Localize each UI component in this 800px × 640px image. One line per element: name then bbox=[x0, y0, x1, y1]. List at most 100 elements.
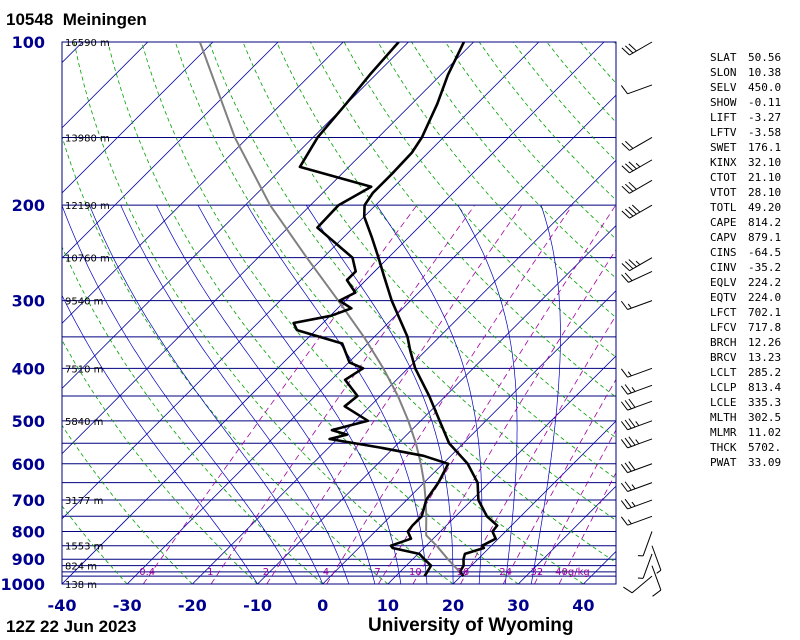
wind-barb bbox=[621, 137, 653, 151]
wind-barb bbox=[620, 398, 653, 411]
wind-barb-flag bbox=[624, 384, 632, 394]
parameter-value: 28.10 bbox=[748, 186, 782, 199]
plot-frame bbox=[61, 41, 617, 585]
wind-barb-flag bbox=[628, 418, 636, 428]
pressure-tick-label: 600 bbox=[12, 455, 45, 474]
wind-barb bbox=[620, 300, 653, 310]
wind-barb-staff bbox=[629, 137, 653, 151]
mixing-ratio-label: 2 bbox=[263, 567, 269, 578]
parameter-row: SWET 176.1 bbox=[710, 140, 786, 155]
dry-adiabat-line bbox=[276, 42, 616, 439]
parameter-value: -0.11 bbox=[748, 96, 782, 109]
parameter-value: 5702. bbox=[748, 441, 782, 454]
mixing-ratio-label: 32 bbox=[530, 567, 543, 578]
wind-barb-half-flag bbox=[631, 387, 636, 392]
parameter-value: 879.1 bbox=[748, 231, 782, 244]
parameter-value: 450.0 bbox=[748, 81, 782, 94]
parameter-name: CINV bbox=[710, 261, 737, 274]
isotherm-line bbox=[62, 42, 540, 520]
wind-barb-staff bbox=[627, 482, 653, 492]
wind-barb bbox=[621, 257, 653, 272]
parameter-value: 176.1 bbox=[748, 141, 782, 154]
wind-barb-flag bbox=[621, 274, 629, 283]
station-id: 10548 bbox=[6, 10, 54, 29]
mixing-ratio-line bbox=[502, 378, 616, 584]
height-label: 1553 m bbox=[65, 542, 103, 553]
height-label: 10760 m bbox=[65, 254, 110, 265]
wind-barb bbox=[620, 461, 653, 474]
wind-barb-flag bbox=[621, 142, 630, 151]
parameter-value: 50.56 bbox=[748, 51, 782, 64]
parameter-name: MLTH bbox=[710, 411, 737, 424]
height-label: 3177 m bbox=[65, 496, 103, 507]
parameter-row: SLON 10.38 bbox=[710, 65, 786, 80]
wind-barb-flag bbox=[625, 163, 634, 172]
moist-adiabat-line bbox=[197, 205, 402, 584]
moist-adiabat-line bbox=[246, 205, 428, 584]
wind-barb-flag bbox=[624, 400, 632, 410]
parameter-row: CINS -64.5 bbox=[710, 245, 786, 260]
parameter-name: SLAT bbox=[710, 51, 737, 64]
pressure-tick-label: 800 bbox=[12, 522, 45, 541]
parameter-name: LFCV bbox=[710, 321, 737, 334]
parameter-value: 49.20 bbox=[748, 201, 782, 214]
wind-barb bbox=[620, 498, 653, 510]
wind-barb-half-flag bbox=[627, 303, 632, 309]
source-label: University of Wyoming bbox=[368, 615, 574, 636]
parameter-value: 335.3 bbox=[748, 396, 782, 409]
pressure-tick-label: 1000 bbox=[0, 575, 45, 594]
dry-adiabat-line bbox=[208, 42, 616, 521]
station-title: 10548 Meiningen bbox=[6, 10, 147, 30]
wind-barb bbox=[621, 204, 653, 219]
parameter-row: MLMR 11.02 bbox=[710, 425, 786, 440]
wind-barb bbox=[620, 367, 653, 378]
dewpoint-line bbox=[292, 42, 450, 577]
wind-barb-flag bbox=[620, 401, 628, 411]
wind-barb-flag bbox=[621, 47, 630, 56]
wind-barb-staff bbox=[629, 257, 653, 272]
mixing-ratio-line bbox=[378, 204, 616, 584]
wind-barb-flag bbox=[620, 421, 628, 431]
wind-barb-flag bbox=[624, 419, 632, 429]
height-label: 7510 m bbox=[65, 364, 103, 375]
wind-barb-flag bbox=[621, 165, 630, 174]
parameter-row: THCK 5702. bbox=[710, 440, 786, 455]
wind-barb-flag bbox=[628, 206, 637, 215]
wind-barb-half-flag bbox=[627, 519, 632, 525]
moist-adiabat-line bbox=[376, 205, 483, 584]
isotherm-line bbox=[517, 485, 616, 584]
dry-adiabat-line bbox=[141, 42, 584, 584]
moist-adiabat-line bbox=[89, 205, 324, 584]
wind-barb-half-flag bbox=[627, 371, 632, 377]
wind-barb-flag bbox=[621, 185, 630, 194]
parameter-row: KINX 32.10 bbox=[710, 155, 786, 170]
wind-barb-staff bbox=[651, 545, 662, 571]
wind-barb bbox=[651, 545, 662, 574]
temperature-tick-label: -10 bbox=[243, 596, 272, 615]
parameter-value: 813.4 bbox=[748, 381, 782, 394]
wind-barb bbox=[637, 553, 653, 579]
parameter-value: 702.1 bbox=[748, 306, 782, 319]
wind-barb bbox=[651, 565, 662, 597]
wind-barb-flag bbox=[628, 461, 636, 471]
dry-adiabat-line bbox=[73, 42, 454, 584]
wind-barb bbox=[620, 481, 653, 492]
wind-barb-flag bbox=[625, 183, 634, 192]
wind-barb-flag bbox=[620, 85, 628, 95]
parameter-value: 814.2 bbox=[748, 216, 782, 229]
parameter-row: PWAT 33.09 bbox=[710, 455, 786, 470]
wind-barb-staff bbox=[627, 384, 653, 395]
mixing-ratio-line bbox=[142, 204, 418, 584]
wind-barb bbox=[620, 515, 653, 526]
moist-adiabat-line bbox=[305, 205, 454, 584]
moist-adiabat-line bbox=[120, 205, 350, 584]
dry-adiabat-line bbox=[62, 424, 193, 584]
dry-adiabat-line bbox=[310, 42, 616, 398]
mixing-ratio-line bbox=[210, 204, 476, 584]
wind-barb-flag bbox=[628, 161, 637, 170]
wind-barb-flag bbox=[625, 208, 634, 217]
pressure-tick-label: 100 bbox=[12, 33, 45, 52]
parameter-value: 302.5 bbox=[748, 411, 782, 424]
wind-barb-staff bbox=[629, 159, 653, 174]
